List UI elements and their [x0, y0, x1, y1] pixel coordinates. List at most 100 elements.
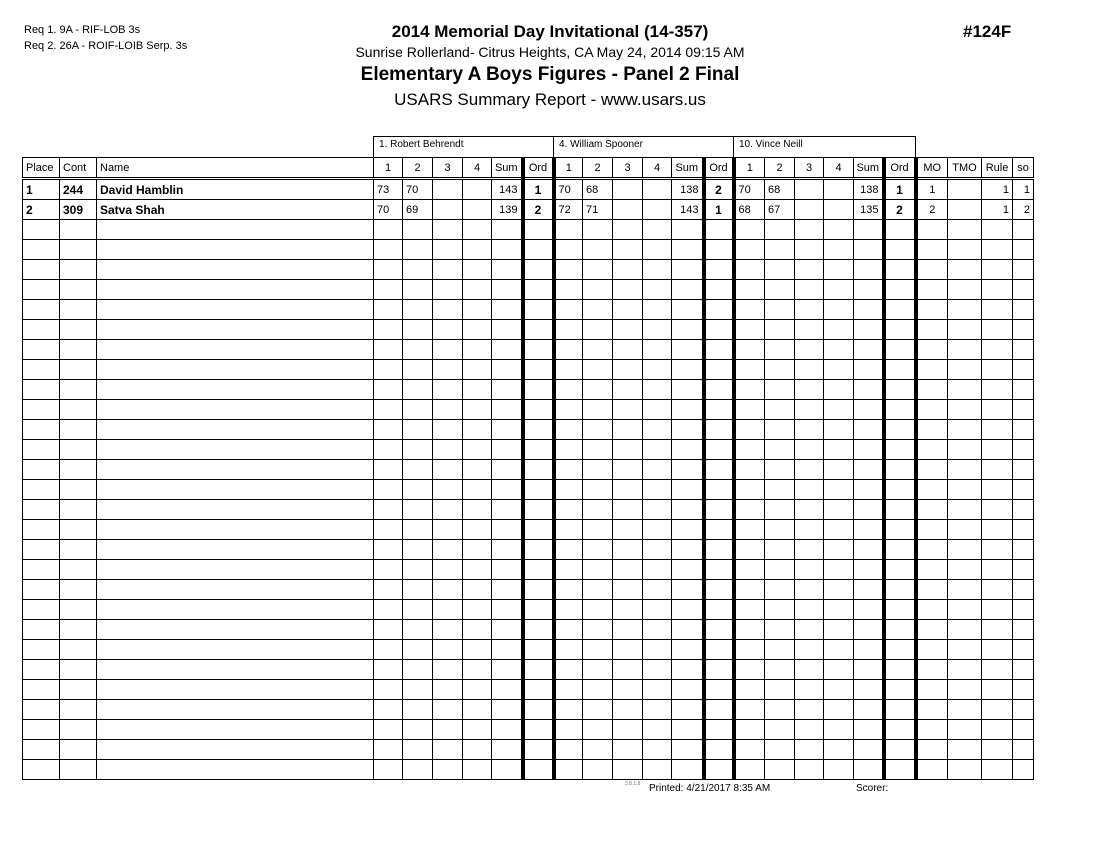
judge2-score-cell — [642, 339, 672, 360]
judge3-score-cell — [883, 239, 918, 260]
requirement-2: Req 2. 26A - ROIF-LOIB Serp. 3s — [24, 40, 188, 52]
judge1-score-cell — [462, 459, 492, 480]
place-cell — [22, 379, 60, 400]
judge1-score-cell — [491, 679, 525, 700]
name-cell — [96, 419, 374, 440]
judge3-score-cell — [823, 399, 854, 420]
judge1-score-cell — [402, 559, 433, 580]
tmo-cell — [947, 539, 982, 560]
name-cell — [96, 399, 374, 420]
place-cell — [22, 359, 60, 380]
so-cell — [1012, 739, 1034, 760]
col-judge3-ord: Ord — [883, 157, 918, 179]
judge3-score-cell — [733, 459, 765, 480]
so-cell — [1012, 299, 1034, 320]
judge3-score-cell — [794, 739, 824, 760]
judge3-score-cell — [733, 679, 765, 700]
rule-cell — [981, 259, 1013, 280]
mo-cell: 1 — [915, 178, 948, 200]
judge2-score-cell — [671, 719, 706, 740]
place-cell — [22, 639, 60, 660]
judge1-score-cell — [402, 619, 433, 640]
judge2-score-cell — [553, 279, 583, 300]
judge3-score-cell — [764, 579, 795, 600]
so-cell — [1012, 659, 1034, 680]
judge1-score-cell — [522, 739, 556, 760]
judge3-score-cell — [823, 559, 854, 580]
place-cell — [22, 539, 60, 560]
judge2-score-cell — [642, 279, 672, 300]
judge2-score-cell — [612, 539, 643, 560]
judge1-score-cell — [491, 499, 525, 520]
mo-cell — [915, 379, 948, 400]
table-row — [22, 439, 1034, 460]
judge2-score-cell — [553, 439, 583, 460]
judge3-score-cell — [883, 459, 918, 480]
judge1-score-cell — [491, 239, 525, 260]
judge1-score-cell — [462, 379, 492, 400]
rule-cell — [981, 579, 1013, 600]
judge1-score-cell — [432, 499, 463, 520]
judge1-score-cell — [491, 459, 525, 480]
judge2-score-cell — [553, 519, 583, 540]
table-row — [22, 279, 1034, 300]
tmo-cell — [947, 359, 982, 380]
judge1-score-cell — [491, 659, 525, 680]
mo-cell — [915, 659, 948, 680]
judge1-score-cell — [402, 359, 433, 380]
tmo-cell — [947, 519, 982, 540]
judge2-score-cell — [612, 319, 643, 340]
rule-cell — [981, 739, 1013, 760]
name-cell — [96, 279, 374, 300]
judge2-score-cell — [582, 279, 613, 300]
judge3-score-cell — [733, 259, 765, 280]
judge1-score-cell: 2 — [522, 199, 556, 220]
judge2-score-cell — [671, 619, 706, 640]
mo-cell — [915, 279, 948, 300]
judge3-score-cell — [794, 299, 824, 320]
judge2-score-cell — [703, 219, 736, 240]
judge3-score-cell — [764, 339, 795, 360]
judge3-score-cell — [883, 519, 918, 540]
place-cell — [22, 219, 60, 240]
judge2-score-cell — [553, 539, 583, 560]
judge1-score-cell — [432, 199, 463, 220]
judge3-score-cell — [794, 439, 824, 460]
judge3-score-cell — [853, 259, 886, 280]
judge2-score-cell — [642, 699, 672, 720]
mo-cell — [915, 539, 948, 560]
judge2-score-cell — [553, 459, 583, 480]
judge3-score-cell — [794, 579, 824, 600]
rule-cell — [981, 359, 1013, 380]
judge1-score-cell — [432, 739, 463, 760]
tmo-cell — [947, 579, 982, 600]
rule-cell — [981, 719, 1013, 740]
judge1-score-cell — [522, 539, 556, 560]
judge2-score-cell — [612, 759, 643, 780]
judge1-score-cell — [432, 439, 463, 460]
judge1-score-cell — [432, 259, 463, 280]
place-cell — [22, 459, 60, 480]
place-cell — [22, 399, 60, 420]
judge2-score-cell — [703, 759, 736, 780]
name-cell — [96, 259, 374, 280]
judge2-score-cell — [703, 379, 736, 400]
judge2-score-cell — [703, 359, 736, 380]
judge3-score-cell — [733, 359, 765, 380]
rule-cell: 1 — [981, 199, 1013, 220]
judge1-score-cell — [462, 519, 492, 540]
judge1-score-cell — [462, 599, 492, 620]
table-row — [22, 639, 1034, 660]
name-cell — [96, 699, 374, 720]
judge2-score-cell — [671, 499, 706, 520]
judge3-score-cell — [883, 219, 918, 240]
judge1-score-cell — [373, 599, 403, 620]
judge1-score-cell — [373, 739, 403, 760]
judge1-score-cell — [491, 539, 525, 560]
judge1-score-cell — [432, 399, 463, 420]
judge2-score-cell — [671, 339, 706, 360]
cont-cell — [59, 439, 97, 460]
judge2-score-cell — [553, 239, 583, 260]
judge2-score-cell — [671, 239, 706, 260]
table-row — [22, 759, 1034, 780]
